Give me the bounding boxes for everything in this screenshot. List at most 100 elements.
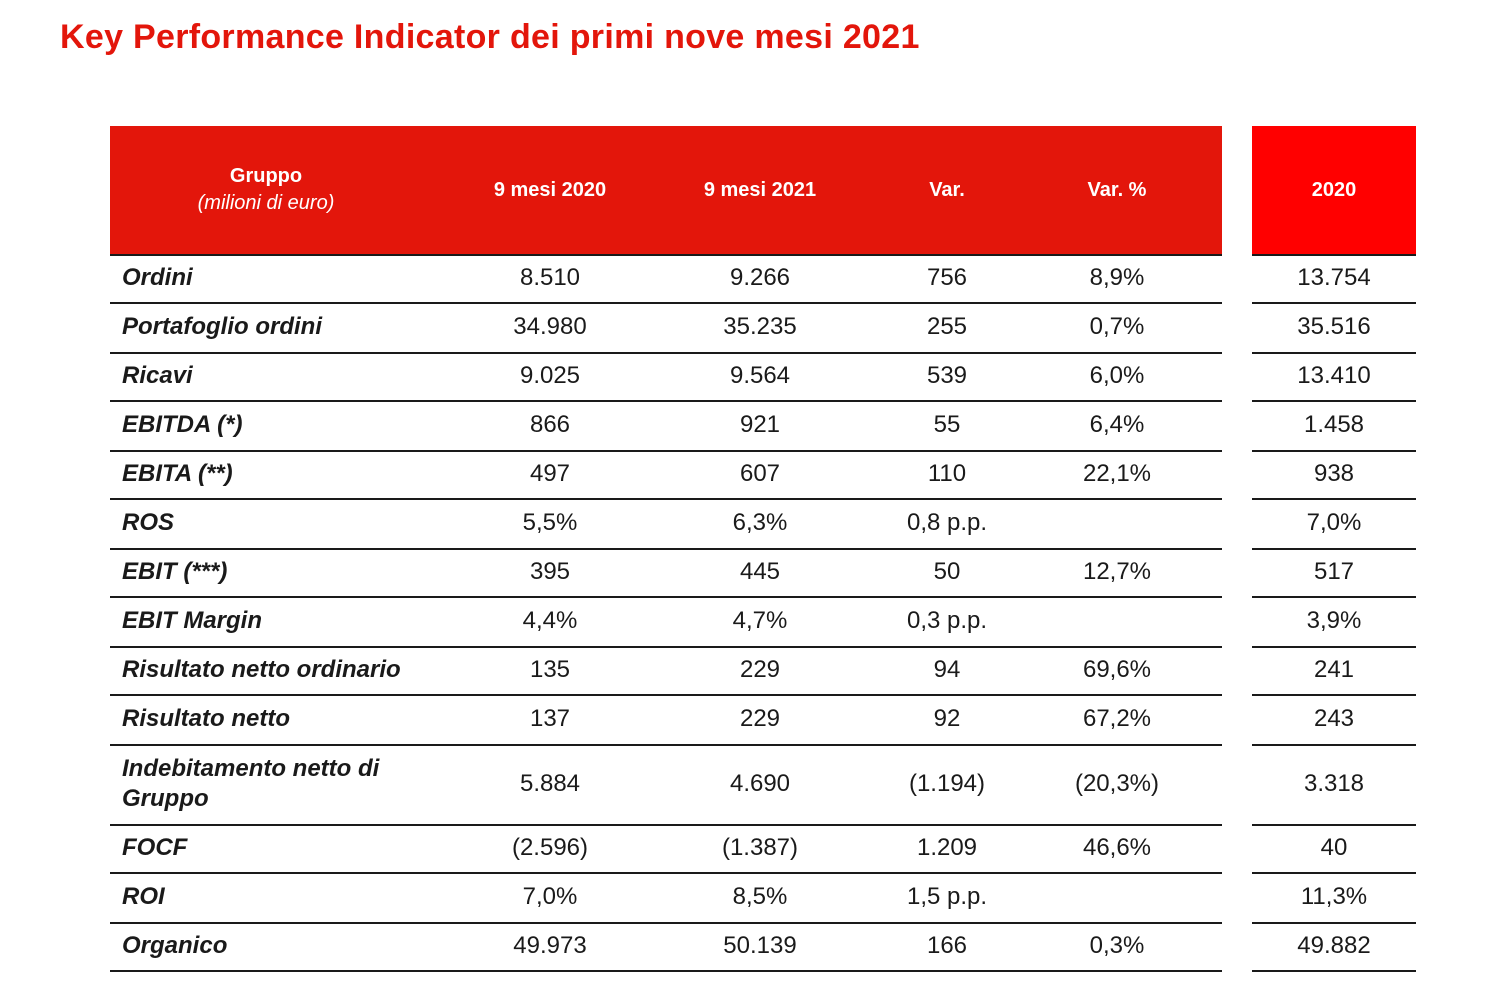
- row-divider-side: [1252, 646, 1416, 648]
- row-label: Indebitamento netto di Gruppo: [122, 755, 380, 812]
- cell-2020: 40: [1320, 834, 1348, 861]
- cell-2020: 13.754: [1297, 264, 1371, 291]
- cell-9m-2021: 4,7%: [732, 607, 788, 634]
- cell-var: 50: [933, 558, 961, 585]
- row-divider-side: [1252, 450, 1416, 452]
- cell-9m-2020: 497: [529, 460, 571, 487]
- row-label: ROS: [122, 509, 175, 536]
- cell-var: 255: [926, 313, 968, 340]
- table-bottom-rule-side: [1252, 970, 1416, 972]
- row-label: Organico: [122, 932, 228, 959]
- cell-9m-2021: 9.266: [729, 264, 791, 291]
- cell-9m-2021: (1.387): [721, 834, 799, 861]
- row-label: Portafoglio ordini: [122, 313, 322, 340]
- row-label: Ricavi: [122, 362, 193, 389]
- row-divider-side: [1252, 694, 1416, 696]
- cell-2020: 35.516: [1297, 313, 1371, 340]
- cell-9m-2020: 9.025: [519, 362, 581, 389]
- cell-9m-2021: 229: [739, 705, 781, 732]
- row-divider-side: [1252, 302, 1416, 304]
- row-divider-side: [1252, 352, 1416, 354]
- cell-var: 0,8 p.p.: [906, 509, 988, 536]
- cell-9m-2021: 8,5%: [732, 883, 788, 910]
- row-label: Ordini: [122, 264, 193, 291]
- page-title: Key Performance Indicator dei primi nove…: [60, 18, 920, 56]
- cell-9m-2021: 445: [739, 558, 781, 585]
- table-row: Ricavi 9.025 9.564 539 6,0% 13.410: [110, 352, 1416, 400]
- table-row: Indebitamento netto di Gruppo 5.884 4.690 (…: [110, 744, 1416, 824]
- cell-9m-2020: 34.980: [513, 313, 587, 340]
- cell-var: 1.209: [916, 834, 978, 861]
- cell-var-pct: 67,2%: [1082, 705, 1152, 732]
- row-divider: [110, 922, 1222, 924]
- row-divider-side: [1252, 596, 1416, 598]
- header-var: Var.: [929, 178, 965, 201]
- cell-var-pct: (20,3%): [1074, 770, 1160, 797]
- cell-9m-2020: 4,4%: [522, 607, 578, 634]
- header-var-pct: Var. %: [1087, 178, 1147, 201]
- row-divider: [110, 646, 1222, 648]
- cell-var-pct: 12,7%: [1082, 558, 1152, 585]
- row-divider: [110, 548, 1222, 550]
- row-divider-side: [1252, 824, 1416, 826]
- row-divider: [110, 694, 1222, 696]
- cell-9m-2021: 921: [739, 411, 781, 438]
- row-divider: [110, 352, 1222, 354]
- row-label: Risultato netto: [122, 705, 290, 732]
- cell-var: 92: [933, 705, 961, 732]
- cell-9m-2020: 5.884: [519, 770, 581, 797]
- table-row: EBIT (***) 395 445 50 12,7% 517: [110, 548, 1416, 596]
- cell-var-pct: 0,7%: [1089, 313, 1145, 340]
- row-label: EBITA (**): [122, 460, 233, 487]
- row-divider: [110, 596, 1222, 598]
- row-divider-side: [1252, 872, 1416, 874]
- row-label: EBIT (***): [122, 558, 228, 585]
- row-divider-side: [1252, 548, 1416, 550]
- cell-var: 756: [926, 264, 968, 291]
- cell-2020: 3,9%: [1306, 607, 1362, 634]
- cell-9m-2021: 50.139: [723, 932, 797, 959]
- cell-var-pct: 22,1%: [1082, 460, 1152, 487]
- cell-9m-2020: 7,0%: [522, 883, 578, 910]
- row-label: ROI: [122, 883, 165, 910]
- table-row: ROS 5,5% 6,3% 0,8 p.p. 7,0%: [110, 498, 1416, 548]
- table-bottom-rule: [110, 970, 1222, 972]
- cell-var: 1,5 p.p.: [906, 883, 988, 910]
- table-row: Organico 49.973 50.139 166 0,3% 49.882: [110, 922, 1416, 970]
- table-row: ROI 7,0% 8,5% 1,5 p.p. 11,3%: [110, 872, 1416, 922]
- cell-2020: 11,3%: [1300, 883, 1368, 910]
- cell-var-pct: [1032, 596, 1202, 646]
- table-header-2020: 2020: [1252, 126, 1416, 254]
- cell-var: 166: [926, 932, 968, 959]
- cell-2020: 241: [1313, 656, 1355, 683]
- cell-var-pct: 6,0%: [1089, 362, 1145, 389]
- cell-2020: 7,0%: [1306, 509, 1362, 536]
- table-row: Ordini 8.510 9.266 756 8,9% 13.754: [110, 254, 1416, 302]
- cell-var-pct: 69,6%: [1082, 656, 1152, 683]
- row-divider: [110, 498, 1222, 500]
- cell-var: (1.194): [908, 770, 986, 797]
- cell-2020: 49.882: [1297, 932, 1371, 959]
- cell-9m-2020: 135: [529, 656, 571, 683]
- cell-2020: 3.318: [1303, 770, 1365, 797]
- header-9m-2021: 9 mesi 2021: [703, 178, 817, 201]
- table-header: Gruppo (milioni di euro) 9 mesi 2020 9 m…: [110, 126, 1222, 254]
- table-row: FOCF (2.596) (1.387) 1.209 46,6% 40: [110, 824, 1416, 872]
- table-row: EBITDA (*) 866 921 55 6,4% 1.458: [110, 400, 1416, 450]
- row-divider-side: [1252, 922, 1416, 924]
- header-group: Gruppo (milioni di euro): [110, 126, 422, 254]
- cell-9m-2020: 866: [529, 411, 571, 438]
- cell-9m-2021: 35.235: [723, 313, 797, 340]
- row-label: Risultato netto ordinario: [122, 656, 401, 683]
- row-divider-side: [1252, 498, 1416, 500]
- row-label: FOCF: [122, 834, 188, 861]
- cell-9m-2021: 9.564: [729, 362, 791, 389]
- header-group-unit: (milioni di euro): [197, 192, 335, 214]
- table-row: EBIT Margin 4,4% 4,7% 0,3 p.p. 3,9%: [110, 596, 1416, 646]
- cell-9m-2021: 6,3%: [732, 509, 788, 536]
- cell-9m-2020: 8.510: [519, 264, 581, 291]
- cell-var-pct: [1032, 872, 1202, 922]
- row-divider: [110, 824, 1222, 826]
- cell-2020: 517: [1313, 558, 1355, 585]
- cell-9m-2020: 137: [529, 705, 571, 732]
